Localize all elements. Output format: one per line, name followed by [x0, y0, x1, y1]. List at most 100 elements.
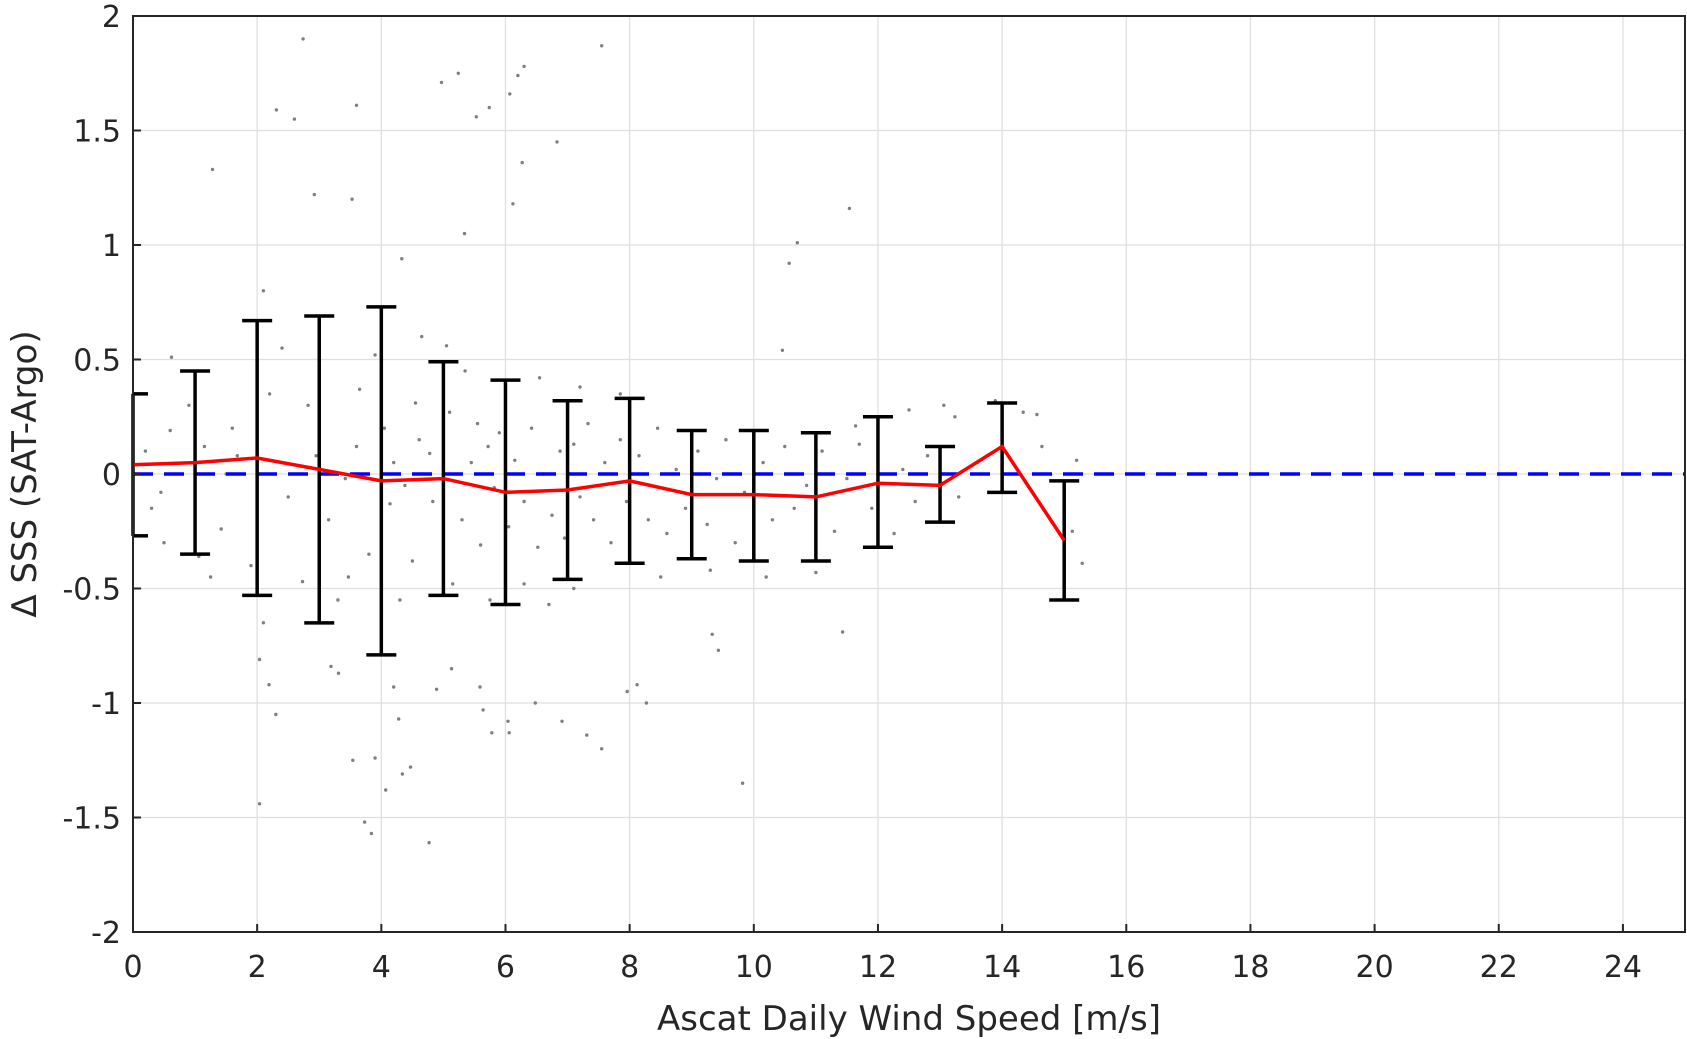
scatter-point: [373, 353, 377, 357]
scatter-point: [451, 582, 455, 586]
scatter-point: [351, 758, 355, 762]
scatter-point: [625, 689, 629, 694]
scatter-point: [257, 802, 262, 806]
scatter-point: [1074, 458, 1079, 462]
x-tick-label: 14: [983, 950, 1021, 985]
scatter-point: [286, 495, 290, 499]
scatter-point: [683, 506, 688, 510]
scatter-point: [907, 408, 911, 412]
scatter-point: [783, 444, 787, 449]
scatter-point: [343, 476, 347, 481]
scatter-point: [261, 621, 266, 625]
scatter-point: [478, 685, 482, 689]
x-tick-label: 12: [859, 950, 897, 985]
scatter-point: [659, 575, 663, 579]
scatter-point: [840, 630, 845, 634]
scatter-point: [655, 426, 660, 430]
scatter-point: [644, 701, 649, 705]
scatter-point: [1080, 561, 1084, 565]
scatter-point: [857, 442, 861, 446]
scatter-point: [1035, 412, 1039, 417]
scatter-point: [488, 598, 492, 602]
scatter-point: [257, 657, 262, 662]
y-tick-label: 0.5: [73, 344, 121, 379]
y-tick-label: 0: [102, 458, 121, 493]
x-tick-label: 2: [248, 950, 267, 985]
scatter-point: [870, 506, 874, 510]
scatter-point: [740, 781, 745, 785]
scatter-point: [490, 731, 494, 735]
scatter-point: [373, 756, 377, 760]
scatter-point: [516, 73, 520, 78]
scatter-point: [267, 392, 272, 396]
scatter-point: [1040, 444, 1044, 449]
scatter-point: [475, 421, 480, 426]
scatter-point: [230, 426, 234, 430]
x-tick-label: 8: [620, 950, 639, 985]
x-tick-label: 4: [372, 950, 391, 985]
scatter-point: [618, 438, 622, 442]
mean-line-path: [132, 444, 1066, 542]
scatter-point: [463, 369, 467, 373]
scatter-point: [469, 460, 473, 465]
scatter-point: [780, 348, 785, 352]
scatter-point: [624, 499, 629, 504]
scatter-point: [696, 449, 700, 453]
scatter-point: [529, 426, 534, 430]
scatter-point: [428, 451, 432, 456]
scatter-point: [578, 385, 582, 389]
y-tick-label: -1: [91, 687, 121, 722]
scatter-point: [497, 431, 501, 435]
scatter-point: [845, 476, 849, 481]
scatter-point: [208, 575, 213, 579]
scatter-point: [804, 483, 809, 488]
scatter-point: [603, 460, 607, 465]
scatter-point: [942, 403, 946, 407]
scatter-point: [714, 476, 719, 481]
scatter-point: [474, 115, 478, 119]
x-tick-label: 22: [1480, 950, 1518, 985]
scatter-point: [533, 701, 537, 705]
scatter-point: [635, 683, 639, 687]
scatter-point: [274, 712, 278, 717]
scatter-point: [572, 586, 576, 591]
scatter-point: [326, 518, 331, 522]
scatter-point: [600, 747, 604, 751]
scatter-point: [853, 424, 858, 428]
scatter-point: [400, 257, 404, 261]
scatter-point: [274, 108, 279, 112]
scatter-point: [447, 410, 452, 414]
scatter-point: [724, 438, 728, 442]
scatter-point: [705, 522, 709, 527]
scatter-point: [892, 531, 896, 536]
x-tick-label: 24: [1604, 950, 1642, 985]
scatter-point: [770, 518, 775, 522]
y-tick-label: 1: [102, 229, 121, 264]
scatter-point: [460, 518, 464, 522]
scatter-point: [572, 442, 576, 446]
scatter-point: [486, 444, 490, 449]
scatter-point: [710, 632, 714, 636]
scatter-point: [925, 454, 930, 458]
scatter-point: [301, 37, 305, 41]
scatter-point: [187, 403, 191, 407]
scatter-point: [547, 602, 551, 607]
scatter-point: [168, 428, 172, 433]
x-axis-label: Ascat Daily Wind Speed [m/s]: [657, 999, 1161, 1039]
scatter-point: [537, 376, 542, 380]
scatter-point: [618, 392, 622, 396]
scatter-point: [578, 495, 582, 499]
scatter-point: [410, 559, 415, 563]
scatter-point: [764, 575, 768, 579]
scatter-point: [792, 506, 796, 510]
scatter-point: [280, 346, 284, 350]
scatter-point: [536, 545, 540, 549]
scatter-point: [159, 490, 163, 494]
scatter-point: [202, 444, 207, 449]
scatter-point: [261, 289, 266, 293]
scatter-point: [761, 460, 765, 465]
scatter-point: [733, 541, 737, 545]
scatter-point: [609, 541, 613, 545]
x-tick-label: 0: [123, 950, 142, 985]
